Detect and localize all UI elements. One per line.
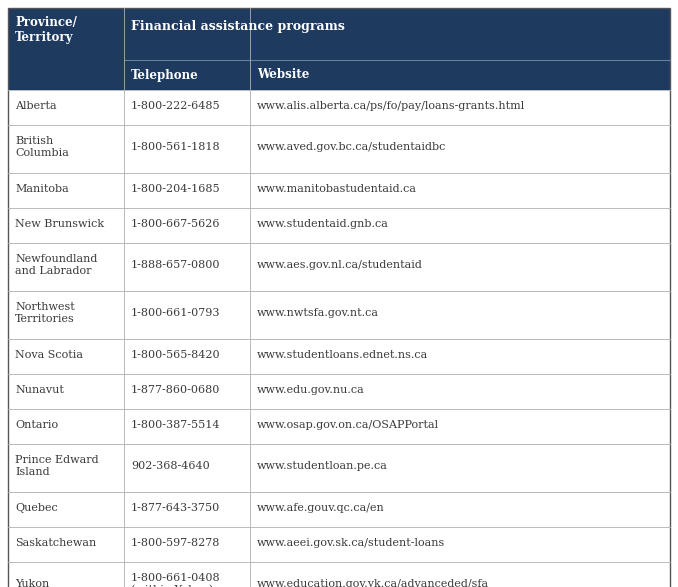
Text: www.nwtsfa.gov.nt.ca: www.nwtsfa.gov.nt.ca — [257, 308, 378, 318]
Text: www.edu.gov.nu.ca: www.edu.gov.nu.ca — [257, 385, 364, 395]
Text: Ontario: Ontario — [15, 420, 58, 430]
Text: Alberta: Alberta — [15, 101, 57, 111]
Text: 902-368-4640: 902-368-4640 — [131, 461, 210, 471]
Bar — [8, 562, 670, 587]
Text: 1-800-661-0793: 1-800-661-0793 — [131, 308, 220, 318]
Bar — [8, 90, 670, 125]
Text: www.education.gov.yk.ca/advanceded/sfa: www.education.gov.yk.ca/advanceded/sfa — [257, 579, 489, 587]
Text: www.aes.gov.nl.ca/studentaid: www.aes.gov.nl.ca/studentaid — [257, 260, 422, 270]
Text: 1-800-561-1818: 1-800-561-1818 — [131, 142, 220, 152]
Text: Province/
Territory: Province/ Territory — [15, 16, 77, 44]
Bar — [250, 60, 670, 90]
Text: 1-877-860-0680: 1-877-860-0680 — [131, 385, 220, 395]
Text: www.alis.alberta.ca/ps/fo/pay/loans-grants.html: www.alis.alberta.ca/ps/fo/pay/loans-gran… — [257, 101, 525, 111]
Text: Northwest
Territories: Northwest Territories — [15, 302, 75, 324]
Bar — [8, 208, 670, 243]
Text: Website: Website — [257, 69, 309, 82]
Bar — [8, 339, 670, 374]
Text: British
Columbia: British Columbia — [15, 136, 69, 158]
Text: www.manitobastudentaid.ca: www.manitobastudentaid.ca — [257, 184, 416, 194]
Bar — [8, 409, 670, 444]
Text: New Brunswick: New Brunswick — [15, 219, 104, 229]
Text: www.studentloan.pe.ca: www.studentloan.pe.ca — [257, 461, 388, 471]
Text: Quebec: Quebec — [15, 503, 58, 513]
Text: 1-800-204-1685: 1-800-204-1685 — [131, 184, 220, 194]
Text: 1-877-643-3750: 1-877-643-3750 — [131, 503, 220, 513]
Text: 1-800-597-8278: 1-800-597-8278 — [131, 538, 220, 548]
Text: 1-888-657-0800: 1-888-657-0800 — [131, 260, 220, 270]
Bar — [8, 291, 670, 339]
Text: Saskatchewan: Saskatchewan — [15, 538, 96, 548]
Text: 1-800-387-5514: 1-800-387-5514 — [131, 420, 220, 430]
Text: Manitoba: Manitoba — [15, 184, 68, 194]
Bar — [8, 492, 670, 527]
Text: www.aved.gov.bc.ca/studentaidbc: www.aved.gov.bc.ca/studentaidbc — [257, 142, 446, 152]
Text: Financial assistance programs: Financial assistance programs — [131, 20, 344, 33]
Text: Telephone: Telephone — [131, 69, 199, 82]
Bar — [8, 527, 670, 562]
Text: 1-800-667-5626: 1-800-667-5626 — [131, 219, 220, 229]
Text: Yukon: Yukon — [15, 579, 49, 587]
Bar — [8, 8, 124, 60]
Text: Newfoundland
and Labrador: Newfoundland and Labrador — [15, 254, 98, 276]
Text: Nunavut: Nunavut — [15, 385, 64, 395]
Bar — [124, 60, 250, 90]
Text: Prince Edward
Island: Prince Edward Island — [15, 456, 98, 477]
Text: www.studentloans.ednet.ns.ca: www.studentloans.ednet.ns.ca — [257, 350, 428, 360]
Text: www.afe.gouv.qc.ca/en: www.afe.gouv.qc.ca/en — [257, 503, 384, 513]
Bar — [8, 60, 124, 90]
Bar — [8, 125, 670, 173]
Bar — [8, 444, 670, 492]
Text: 1-800-565-8420: 1-800-565-8420 — [131, 350, 220, 360]
Bar — [124, 8, 670, 60]
Text: www.studentaid.gnb.ca: www.studentaid.gnb.ca — [257, 219, 388, 229]
Text: www.osap.gov.on.ca/OSAPPortal: www.osap.gov.on.ca/OSAPPortal — [257, 420, 439, 430]
Bar — [8, 374, 670, 409]
Text: 1-800-222-6485: 1-800-222-6485 — [131, 101, 220, 111]
Bar — [8, 173, 670, 208]
Bar — [8, 243, 670, 291]
Text: 1-800-661-0408
(within Yukon): 1-800-661-0408 (within Yukon) — [131, 573, 220, 587]
Text: www.aeei.gov.sk.ca/student-loans: www.aeei.gov.sk.ca/student-loans — [257, 538, 445, 548]
Text: Nova Scotia: Nova Scotia — [15, 350, 83, 360]
